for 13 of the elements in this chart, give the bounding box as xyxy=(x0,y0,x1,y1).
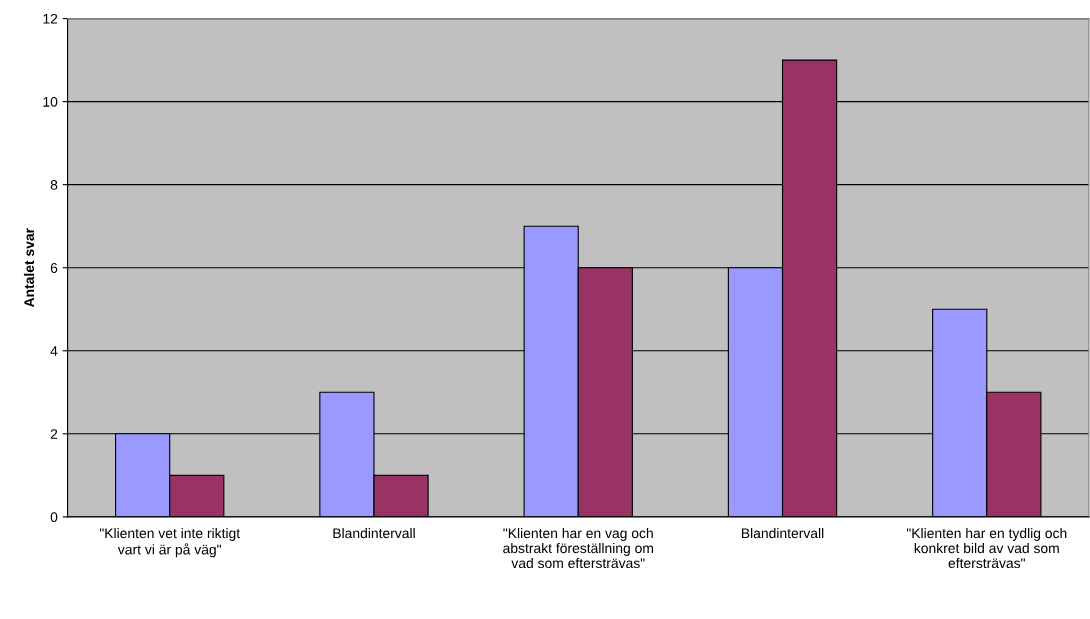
y-tick-label: 0 xyxy=(50,512,58,523)
y-tick-label: 10 xyxy=(43,96,58,107)
x-tick-label: "Klienten vet inte riktigt vart vi är på väg" xyxy=(99,527,241,558)
y-axis-title: Antalet svar xyxy=(23,228,35,308)
x-tick-label: "Klienten har en tydlig och konkret bild av vad som eftersträvas" xyxy=(906,527,1067,569)
x-tick-label: Blandintervall xyxy=(741,527,824,539)
y-tick-label: 8 xyxy=(50,180,58,190)
y-tick-label: 6 xyxy=(50,263,58,273)
y-tick-label: 2 xyxy=(50,429,58,439)
y-tick-label: 12 xyxy=(43,13,58,24)
x-tick-label: "Klienten har en vag och abstrakt föreställning om vad som eftersträvas" xyxy=(503,527,653,569)
x-tick-label: Blandintervall xyxy=(333,527,415,539)
y-tick-label: 4 xyxy=(50,346,58,356)
